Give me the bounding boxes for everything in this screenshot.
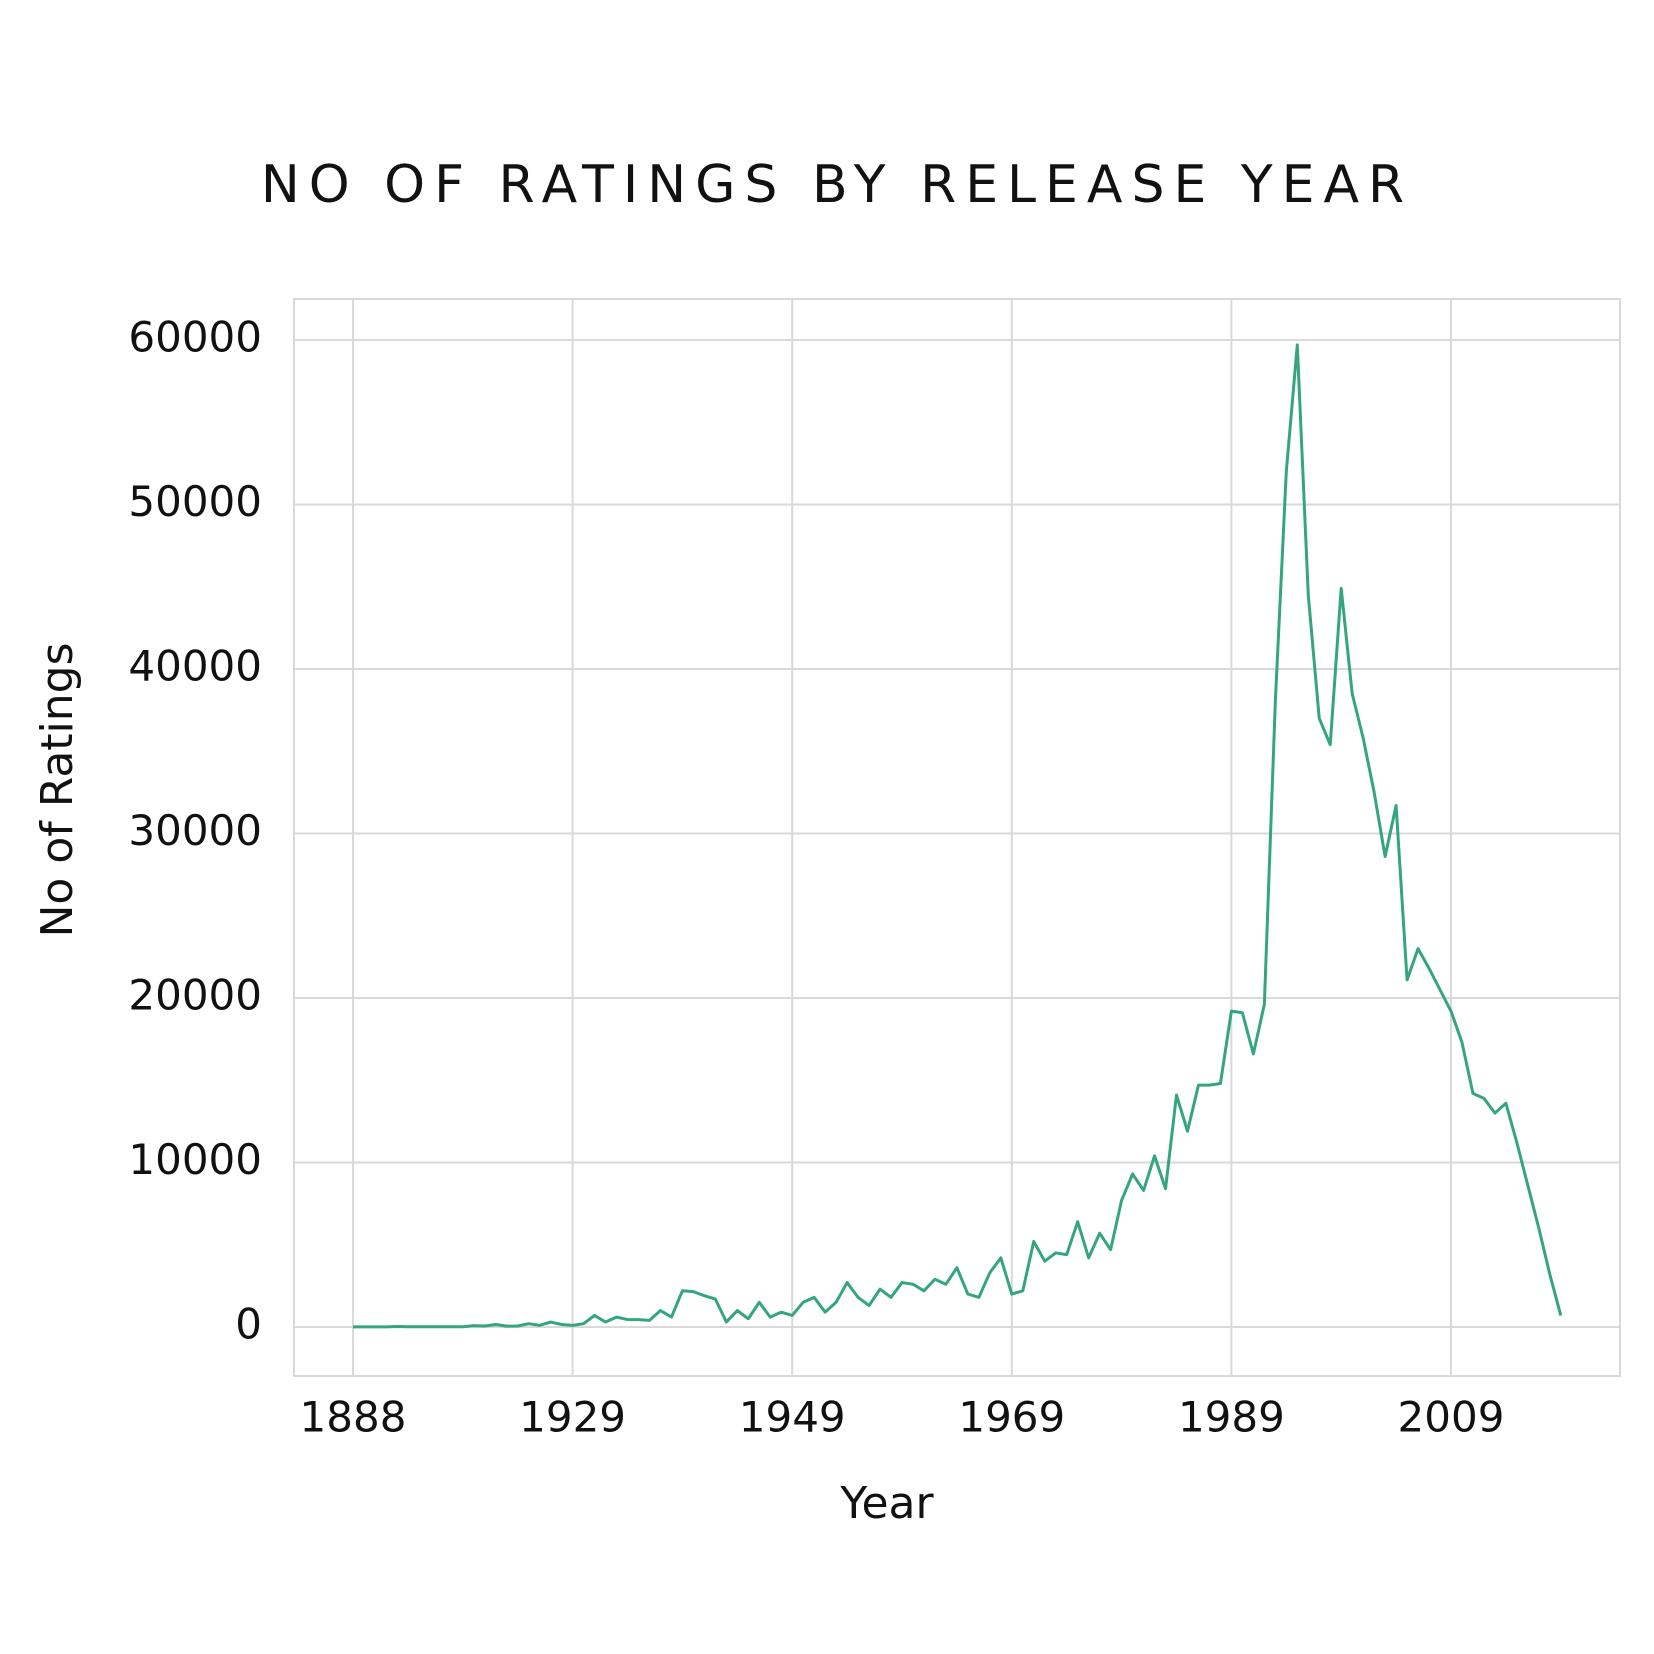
plot-frame <box>293 298 1621 1377</box>
x-tick-label: 2009 <box>1398 1393 1505 1442</box>
y-tick-label: 0 <box>235 1299 262 1348</box>
y-tick-label: 20000 <box>128 970 262 1019</box>
y-tick-label: 60000 <box>128 312 262 361</box>
chart-title: NO OF RATINGS BY RELEASE YEAR <box>261 155 1413 215</box>
x-tick-label: 1989 <box>1178 1393 1285 1442</box>
x-tick-label: 1888 <box>300 1393 407 1442</box>
y-tick-label: 50000 <box>128 477 262 526</box>
y-tick-label: 10000 <box>128 1135 262 1184</box>
y-tick-label: 40000 <box>128 641 262 690</box>
x-tick-label: 1969 <box>958 1393 1065 1442</box>
y-axis-label: No of Ratings <box>32 642 83 937</box>
data-line <box>353 343 1563 1329</box>
x-tick-label: 1929 <box>519 1393 626 1442</box>
y-tick-label: 30000 <box>128 806 262 855</box>
x-axis-label: Year <box>839 1478 934 1529</box>
x-tick-label: 1949 <box>739 1393 846 1442</box>
